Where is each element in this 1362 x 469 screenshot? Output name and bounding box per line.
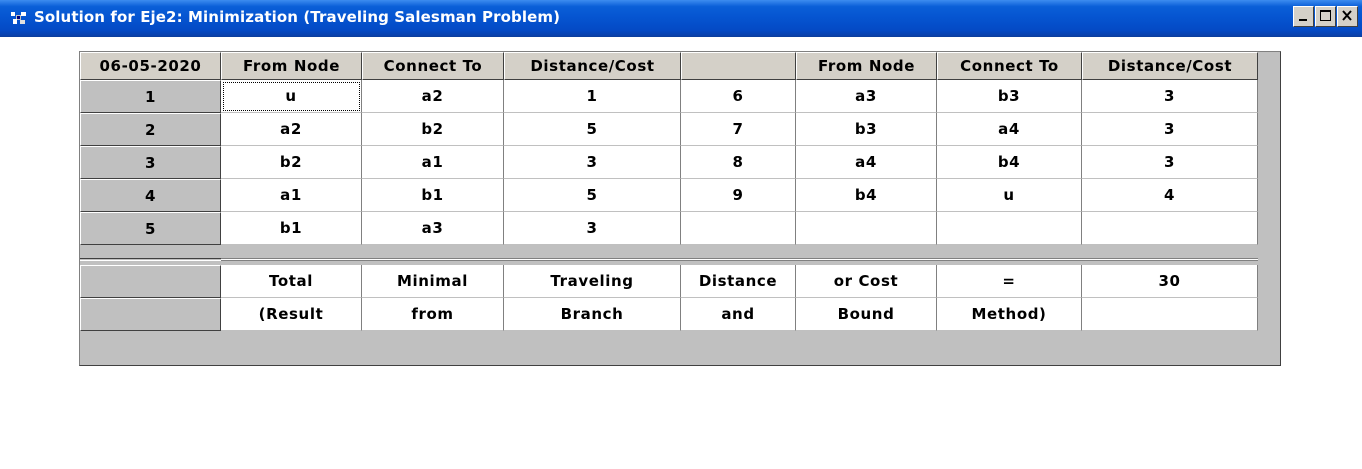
grid-cell[interactable]: b1	[221, 212, 362, 245]
frozen-row-splitter-header	[80, 258, 221, 261]
row-header[interactable]: 5	[80, 212, 221, 245]
row-header[interactable]: 3	[80, 146, 221, 179]
summary-cell[interactable]: from	[362, 298, 504, 331]
summary-cell[interactable]: Minimal	[362, 265, 504, 298]
row-header[interactable]	[80, 265, 221, 298]
app-icon	[11, 12, 26, 24]
grid-cell[interactable]	[1082, 212, 1258, 245]
minimize-button[interactable]	[1293, 6, 1314, 27]
grid-cell[interactable]: 8	[681, 146, 796, 179]
grid-cell[interactable]: 9	[681, 179, 796, 212]
summary-cell[interactable]: Traveling	[504, 265, 681, 298]
column-header[interactable]: Distance/Cost	[504, 52, 681, 80]
row-header[interactable]: 1	[80, 80, 221, 113]
column-header[interactable]: Distance/Cost	[1082, 52, 1258, 80]
grid-cell[interactable]	[937, 212, 1082, 245]
column-header[interactable]: From Node	[221, 52, 362, 80]
column-header[interactable]: Connect To	[362, 52, 504, 80]
grid-cell[interactable]: 4	[1082, 179, 1258, 212]
summary-cell[interactable]: Total	[221, 265, 362, 298]
grid-corner-date: 06-05-2020	[80, 52, 221, 80]
column-header[interactable]: Connect To	[937, 52, 1082, 80]
grid-cell[interactable]: b3	[937, 80, 1082, 113]
summary-cell[interactable]: Bound	[796, 298, 937, 331]
summary-cell[interactable]: Method)	[937, 298, 1082, 331]
maximize-button[interactable]	[1315, 6, 1336, 27]
grid-cell[interactable]: u	[937, 179, 1082, 212]
grid-cell[interactable]: a1	[362, 146, 504, 179]
grid-cell[interactable]: a3	[796, 80, 937, 113]
grid-cell[interactable]	[796, 212, 937, 245]
summary-cell[interactable]: Distance	[681, 265, 796, 298]
grid-cell[interactable]: 3	[504, 146, 681, 179]
grid-cell[interactable]: 7	[681, 113, 796, 146]
summary-cell[interactable]: (Result	[221, 298, 362, 331]
minimize-icon	[1299, 19, 1307, 21]
grid-cell[interactable]: a2	[362, 80, 504, 113]
grid-cell[interactable]: b1	[362, 179, 504, 212]
close-icon	[1342, 10, 1352, 21]
summary-cell[interactable]: =	[937, 265, 1082, 298]
grid-cell[interactable]: 3	[1082, 80, 1258, 113]
grid-cell[interactable]: a2	[221, 113, 362, 146]
grid-cell[interactable]: b4	[937, 146, 1082, 179]
row-header[interactable]: 2	[80, 113, 221, 146]
grid-cell[interactable]	[681, 212, 796, 245]
grid-cell[interactable]: b2	[362, 113, 504, 146]
grid-cell[interactable]: 3	[504, 212, 681, 245]
grid-cell[interactable]: a4	[796, 146, 937, 179]
grid-cell[interactable]: u	[221, 80, 362, 113]
grid-cell[interactable]: 3	[1082, 146, 1258, 179]
grid-cell[interactable]: b3	[796, 113, 937, 146]
grid-cell[interactable]: a3	[362, 212, 504, 245]
grid-cell[interactable]: 1	[504, 80, 681, 113]
frozen-row-splitter	[80, 258, 1258, 261]
grid-cell[interactable]: 5	[504, 113, 681, 146]
grid-cell[interactable]: 3	[1082, 113, 1258, 146]
grid-cell[interactable]: a4	[937, 113, 1082, 146]
row-header[interactable]	[80, 298, 221, 331]
row-header[interactable]: 4	[80, 179, 221, 212]
summary-cell[interactable]: or Cost	[796, 265, 937, 298]
title-bar[interactable]: Solution for Eje2: Minimization (Traveli…	[0, 0, 1362, 37]
close-button[interactable]	[1337, 6, 1358, 27]
window-title: Solution for Eje2: Minimization (Traveli…	[34, 8, 561, 26]
maximize-icon	[1320, 10, 1331, 21]
summary-cell[interactable]	[1082, 298, 1258, 331]
grid-cell[interactable]: b4	[796, 179, 937, 212]
grid-cell[interactable]: b2	[221, 146, 362, 179]
grid-cell[interactable]: 6	[681, 80, 796, 113]
grid-cell[interactable]: 5	[504, 179, 681, 212]
summary-cell[interactable]: 30	[1082, 265, 1258, 298]
column-header[interactable]	[681, 52, 796, 80]
solution-grid[interactable]: 06-05-2020 From Node Connect To Distance/Co…	[79, 51, 1281, 366]
grid-cell[interactable]: a1	[221, 179, 362, 212]
summary-cell[interactable]: Branch	[504, 298, 681, 331]
summary-cell[interactable]: and	[681, 298, 796, 331]
column-header[interactable]: From Node	[796, 52, 937, 80]
